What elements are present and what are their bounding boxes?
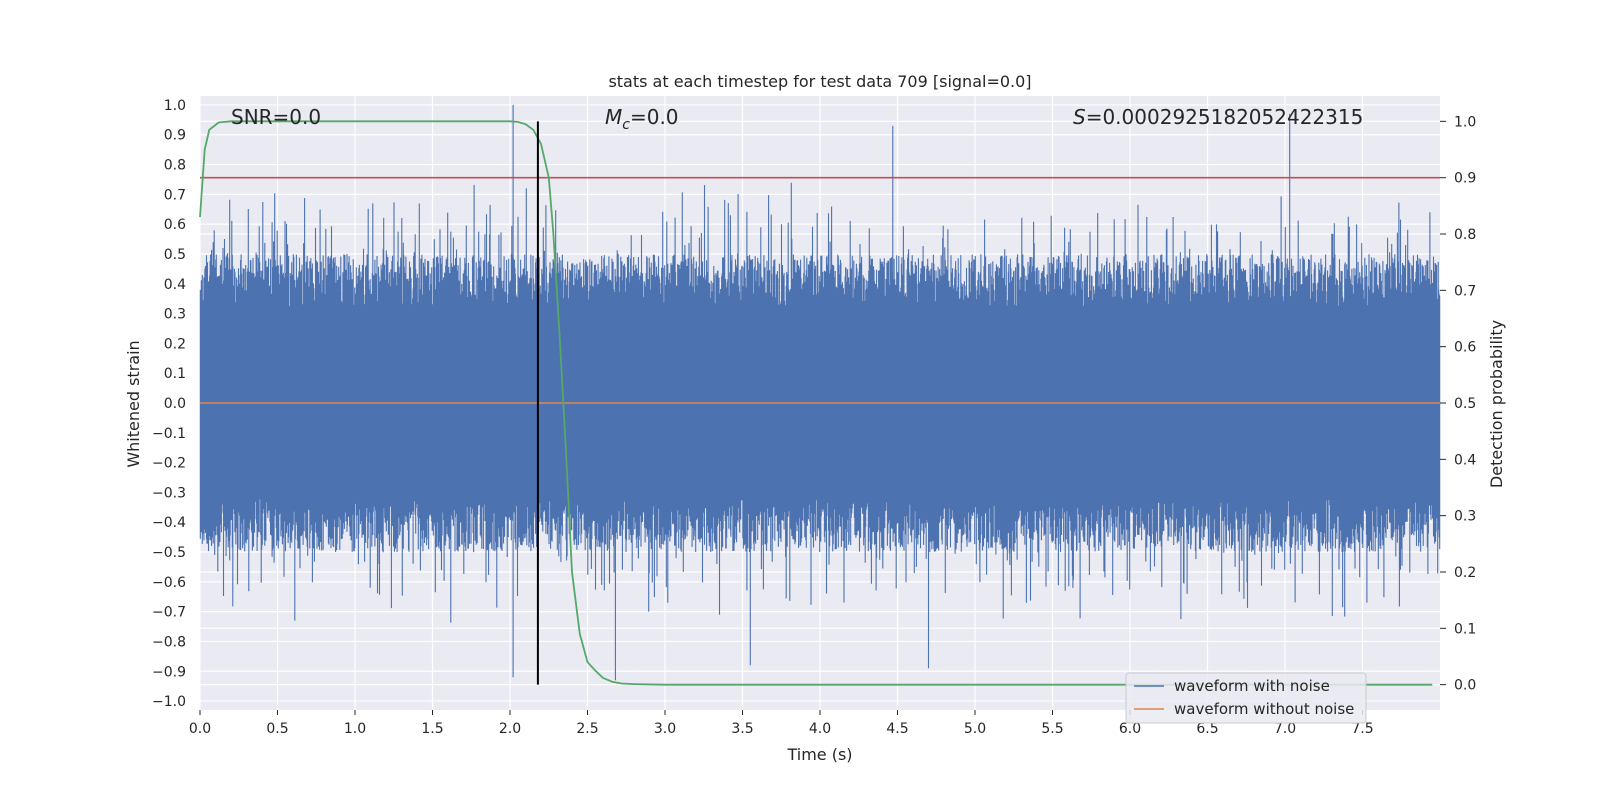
legend-box [1125,672,1367,724]
y-left-tick-label: 0.8 [164,158,186,174]
y-left-tick-label: 0.1 [164,366,186,382]
series-detection-probability [199,120,1433,686]
y-right-axis-label: Detection probability [1487,320,1506,488]
x-tick-label: 1.5 [421,721,443,737]
y-left-tick-label: −0.1 [152,426,186,442]
x-tick-label: 0.5 [266,721,288,737]
y-right-tick-label: 0.2 [1454,565,1476,581]
x-ticks: 0.0 0.5 1.0 1.5 2.0 2.5 3.0 3.5 4.0 4.5 5.0 5.5 6.0 6… [189,710,1374,737]
chart-title: stats at each timestep for test data 709… [608,72,1031,91]
snr-annotation: SNR=0.0 [231,105,321,129]
y-left-tick-label: −1.0 [152,694,186,710]
x-tick-label: 6.0 [1119,721,1141,737]
legend: waveform with noise waveform without noi… [1125,672,1367,724]
score-value: =0.0002925182052422315 [1086,105,1364,129]
y-right-tick-label: 0.5 [1454,396,1476,412]
x-axis-label: Time (s) [786,745,852,764]
x-tick-label: 7.5 [1351,721,1373,737]
x-tick-label: 5.0 [964,721,986,737]
y-left-tick-label: −0.5 [152,545,186,561]
y-left-tick-label: −0.9 [152,664,186,680]
x-tick-label: 0.0 [189,721,211,737]
x-tick-label: 2.0 [499,721,521,737]
chirp-mass-subscript: c [622,117,630,133]
y-right-tick-label: 0.9 [1454,171,1476,187]
y-left-tick-label: −0.3 [152,485,186,501]
y-right-tick-label: 0.8 [1454,227,1476,243]
y-right-tick-label: 0.6 [1454,340,1476,356]
x-tick-label: 4.0 [809,721,831,737]
y-right-tick-label: 0.0 [1454,678,1476,694]
x-tick-label: 7.0 [1274,721,1296,737]
y-left-tick-label: −0.8 [152,634,186,650]
legend-label-noise: waveform with noise [1174,677,1330,695]
y-left-tick-label: 0.5 [164,247,186,263]
x-tick-label: 5.5 [1041,721,1063,737]
y-left-tick-label: 0.6 [164,217,186,233]
x-tick-label: 4.5 [886,721,908,737]
y-left-tick-label: 0.9 [164,128,186,144]
x-tick-label: 3.5 [731,721,753,737]
x-tick-label: 1.0 [344,721,366,737]
y-left-tick-label: 0.4 [164,277,186,293]
y-left-tick-label: 1.0 [164,98,186,114]
y-left-tick-label: 0.2 [164,336,186,352]
y-left-tick-label: −0.4 [152,515,186,531]
legend-label-clean: waveform without noise [1174,700,1354,718]
chirp-mass-annotation: Mc=0.0 [605,105,679,133]
y-left-ticks: 1.0 0.9 0.8 0.7 0.6 0.5 0.4 0.3 0.2 0.1 0.0 −0.1 −0.… [152,98,186,710]
y-left-tick-label: −0.6 [152,575,186,591]
y-right-tick-label: 0.1 [1454,621,1476,637]
x-tick-label: 6.5 [1196,721,1218,737]
y-right-tick-label: 0.7 [1454,283,1476,299]
y-right-tick-label: 0.4 [1454,452,1476,468]
score-symbol: S [1073,105,1086,129]
y-right-tick-label: 1.0 [1454,114,1476,130]
chirp-mass-symbol: M [605,105,622,129]
y-left-axis-label: Whitened strain [124,340,143,467]
y-left-tick-label: −0.7 [152,605,186,621]
y-right-tick-label: 0.3 [1454,509,1476,525]
score-annotation: S=0.0002925182052422315 [1073,105,1363,129]
y-left-tick-label: 0.3 [164,307,186,323]
y-left-tick-label: −0.2 [152,456,186,472]
y-left-tick-label: 0.7 [164,187,186,203]
y-left-tick-label: 0.0 [164,396,186,412]
x-tick-label: 3.0 [654,721,676,737]
y-right-ticks: 1.0 0.9 0.8 0.7 0.6 0.5 0.4 0.3 0.2 0.1 0.0 [1440,114,1476,694]
chirp-mass-value: =0.0 [630,105,679,129]
x-tick-label: 2.5 [576,721,598,737]
